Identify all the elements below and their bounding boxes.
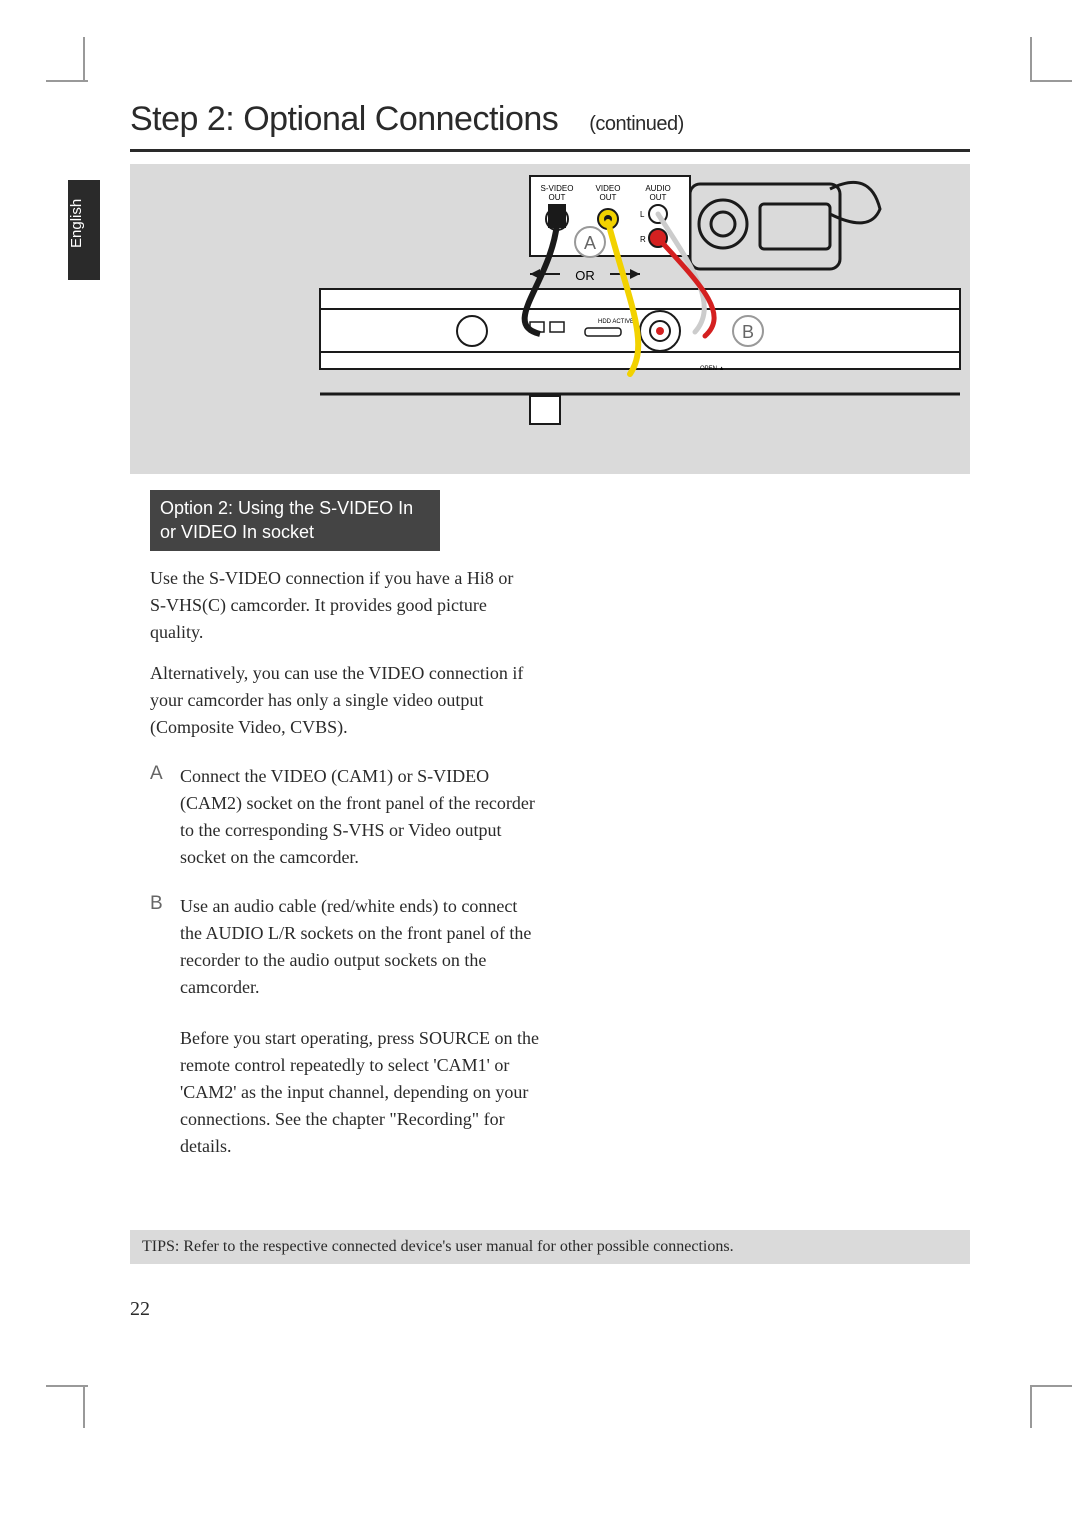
step-text-a: Connect the VIDEO (CAM1) or S-VIDEO (CAM… (180, 763, 540, 871)
paragraph-1: Use the S-VIDEO connection if you have a… (150, 565, 530, 646)
option-header: Option 2: Using the S-VIDEO In or VIDEO … (150, 490, 440, 551)
page-number: 22 (130, 1298, 150, 1321)
svg-text:L: L (640, 210, 645, 219)
title-main: Step 2: Optional Connections (130, 100, 558, 138)
title-continued: (continued) (589, 113, 684, 135)
svg-text:OUT: OUT (600, 193, 617, 202)
language-tab: English (68, 180, 100, 280)
svg-text:HDD ACTIVE: HDD ACTIVE (598, 319, 634, 325)
paragraph-2: Alternatively, you can use the VIDEO con… (150, 660, 530, 741)
step-letter-b: B (150, 893, 170, 1001)
page-header: Step 2: Optional Connections (continued) (130, 100, 970, 152)
step-letter-a: A (150, 763, 170, 871)
final-paragraph: Before you start operating, press SOURCE… (180, 1025, 540, 1160)
svg-text:OUT: OUT (650, 193, 667, 202)
svg-text:A: A (584, 233, 596, 253)
svg-text:OR: OR (575, 268, 595, 283)
svg-text:OUT: OUT (549, 193, 566, 202)
svg-text:VIDEO: VIDEO (596, 184, 621, 193)
step-text-b: Use an audio cable (red/white ends) to c… (180, 893, 540, 1001)
step-b: B Use an audio cable (red/white ends) to… (150, 893, 550, 1001)
svg-text:S-VIDEO: S-VIDEO (541, 184, 574, 193)
svg-text:B: B (742, 322, 754, 342)
connection-diagram: S-VIDEO OUT VIDEO OUT AUDIO OUT L R A OR… (130, 164, 970, 474)
page-title: Step 2: Optional Connections (continued) (130, 100, 970, 152)
content-column: Option 2: Using the S-VIDEO In or VIDEO … (150, 490, 550, 1160)
svg-text:R: R (640, 235, 646, 244)
svg-text:AUDIO: AUDIO (645, 184, 670, 193)
step-a: A Connect the VIDEO (CAM1) or S-VIDEO (C… (150, 763, 550, 871)
tips-bar: TIPS: Refer to the respective connected … (130, 1230, 970, 1264)
svg-text:OPEN ▲: OPEN ▲ (700, 366, 725, 372)
